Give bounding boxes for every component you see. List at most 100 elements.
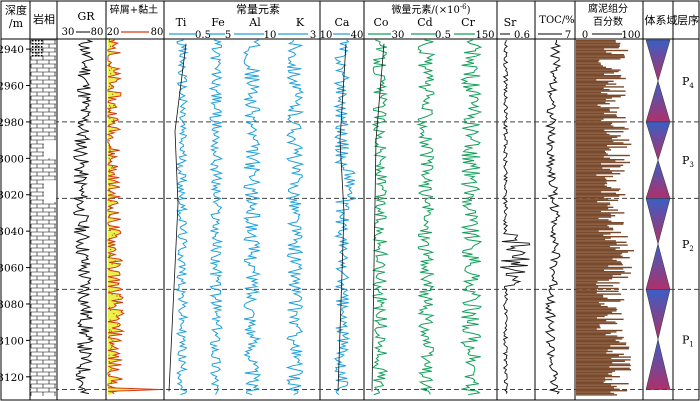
lithology-dot	[41, 55, 43, 57]
sapro-bar	[576, 391, 611, 393]
sapro-bar	[576, 69, 621, 71]
clastic-dot	[110, 338, 112, 340]
sapro-bar	[576, 248, 616, 250]
depth-tick-label: 3100	[0, 335, 24, 347]
sapro-bar	[576, 48, 605, 50]
sapro-bar	[576, 181, 607, 183]
sapro-bar	[576, 143, 632, 145]
ca-scale-max: 40	[351, 30, 364, 41]
sequence-label-sub: 1	[689, 340, 693, 348]
clastic-area	[108, 40, 124, 395]
sapro-bar	[576, 159, 625, 161]
lithology-header: 岩相	[33, 12, 55, 26]
sapro-bar	[576, 122, 613, 124]
sapro-bar	[576, 224, 608, 227]
sapro-bar	[576, 185, 607, 187]
sapro-bar	[576, 150, 605, 152]
sapro-bar	[576, 80, 614, 82]
clastic-dot	[109, 373, 111, 375]
sequence-label-base: P	[682, 333, 690, 346]
sapro-bar	[576, 208, 609, 210]
clastic-dot	[109, 210, 111, 212]
sapro-bar	[576, 346, 630, 348]
sapro-bar	[576, 210, 601, 213]
trace-header-sup: -6	[460, 3, 467, 11]
sapro-bar	[576, 91, 601, 94]
sapro-bar	[576, 65, 603, 67]
sapro-bar	[576, 86, 624, 88]
clastic-dot	[108, 151, 110, 153]
sapro-bar	[576, 149, 612, 151]
systems-tract-column	[645, 39, 671, 390]
fe-curve	[208, 39, 224, 395]
sapro-bar	[576, 234, 604, 236]
sapro-bar	[576, 131, 624, 133]
sapro-bar	[576, 384, 612, 386]
sapro-bar	[576, 273, 622, 276]
sapro-bar	[576, 303, 605, 305]
sapro-bar	[576, 350, 613, 353]
sapro-bar	[576, 360, 625, 362]
sapro-bar	[576, 161, 630, 164]
sapro-bar	[576, 299, 625, 301]
sapro-bar	[576, 339, 616, 341]
sapro-bar	[576, 237, 611, 239]
sapro-bar	[576, 331, 617, 333]
log-curves	[72, 39, 634, 396]
depth-header-line2: /m	[9, 17, 24, 30]
clastic-dot	[108, 354, 110, 356]
sapro-bar	[576, 157, 610, 159]
sequence-label: P4	[682, 75, 694, 90]
sapro-bar	[576, 55, 625, 57]
sapro-bar	[576, 73, 605, 75]
depth-tick-label: 3080	[0, 299, 24, 311]
lithology-gap	[44, 140, 56, 159]
sapro-bar	[576, 334, 606, 336]
sapro-bar	[576, 343, 627, 346]
clastic-dot	[109, 253, 111, 255]
sapro-bar	[576, 366, 610, 368]
sapro-bar	[576, 251, 628, 253]
sapro-bar	[576, 229, 614, 231]
ti-trendline	[168, 43, 187, 392]
clastic-dot	[117, 218, 119, 220]
sapro-bar	[576, 182, 608, 185]
clastic-dot	[110, 201, 112, 203]
clastic-dot	[109, 349, 111, 351]
sapro-bar	[576, 315, 605, 318]
sapro-bar	[576, 233, 611, 235]
sapro-bar	[576, 166, 621, 168]
clastic-dot	[108, 63, 110, 65]
clastic-dot	[112, 153, 114, 155]
clastic-dot	[110, 348, 112, 350]
sapro-bar	[576, 335, 618, 337]
sequence-label-sub: 2	[689, 245, 693, 253]
lithology-dot	[35, 46, 37, 48]
clastic-dot	[109, 319, 111, 321]
clastic-dot	[109, 228, 111, 230]
sr-scale-max: 0.6	[514, 30, 530, 41]
sapro-bar	[576, 381, 604, 383]
clastic-dot	[108, 157, 110, 159]
sapro-bar	[576, 111, 618, 113]
clastic-dot	[108, 337, 110, 339]
clastic-dot	[109, 169, 111, 171]
clastic-dot	[110, 330, 113, 332]
sapro-bar	[576, 244, 628, 246]
sapro-bar	[576, 101, 606, 103]
lithology-dot	[41, 46, 43, 48]
clastic-dot	[109, 229, 111, 231]
sapro-bar	[576, 304, 601, 306]
sapro-bar	[576, 356, 631, 358]
clastic-dot	[108, 362, 110, 364]
sapro-bar	[576, 188, 621, 190]
ti-scale-max: 0.5	[195, 30, 211, 41]
sapro-bar	[576, 77, 626, 80]
clastic-dot	[109, 281, 111, 283]
sapro-header: 腐泥组分百分数	[588, 2, 628, 28]
systems-tract-header: 体系域	[645, 13, 678, 27]
clastic-dot	[110, 191, 112, 193]
ca-trendline	[337, 43, 347, 392]
sapro-bar	[576, 84, 606, 87]
